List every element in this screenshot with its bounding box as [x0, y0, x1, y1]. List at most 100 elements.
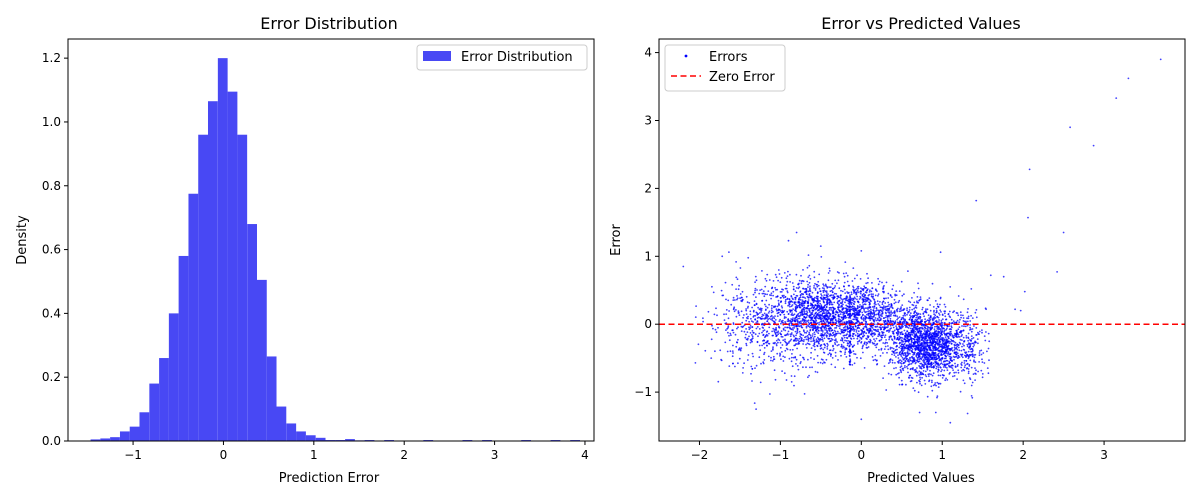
- scatter-point: [954, 366, 957, 368]
- scatter-point: [904, 338, 906, 341]
- scatter-point: [807, 305, 810, 307]
- scatter-point: [907, 353, 910, 356]
- scatter-point: [890, 327, 892, 330]
- scatter-point: [759, 289, 761, 291]
- scatter-point: [962, 317, 965, 319]
- scatter-point: [923, 326, 926, 329]
- scatter-point: [842, 303, 844, 306]
- scatter-point: [943, 345, 946, 348]
- scatter-point: [777, 269, 780, 271]
- histogram-bar: [256, 279, 267, 441]
- scatter-point: [987, 372, 990, 375]
- scatter-point: [889, 321, 892, 324]
- scatter-point: [862, 327, 865, 330]
- scatter-point: [934, 342, 937, 345]
- scatter-point: [903, 313, 906, 315]
- scatter-point: [947, 350, 949, 353]
- scatter-point: [763, 347, 766, 349]
- scatter-point: [770, 311, 773, 314]
- scatter-point: [906, 337, 908, 340]
- scatter-point: [872, 342, 875, 345]
- scatter-point: [797, 315, 800, 317]
- scatter-point: [896, 351, 898, 354]
- scatter-point: [971, 381, 974, 384]
- scatter-point: [901, 356, 904, 359]
- scatter-point: [852, 309, 855, 312]
- scatter-point: [987, 332, 990, 335]
- scatter-point: [949, 357, 952, 360]
- scatter-point: [853, 337, 855, 340]
- scatter-point: [919, 342, 921, 344]
- scatter-point: [977, 333, 980, 335]
- scatter-point: [814, 287, 817, 290]
- scatter-point: [749, 332, 752, 334]
- scatter-point: [772, 310, 774, 313]
- scatter-point: [918, 327, 921, 329]
- scatter-point: [794, 356, 797, 358]
- scatter-point: [827, 325, 829, 327]
- scatter-point: [875, 329, 877, 331]
- scatter-point: [794, 298, 797, 301]
- scatter-point: [851, 364, 854, 366]
- scatter-point: [755, 302, 758, 305]
- scatter-point: [885, 281, 888, 284]
- scatter-point: [794, 309, 797, 312]
- scatter-point: [806, 335, 809, 337]
- scatter-point: [889, 335, 892, 337]
- scatter-point: [884, 345, 887, 348]
- scatter-point: [841, 345, 843, 348]
- scatter-point: [745, 344, 748, 347]
- scatter-point: [848, 310, 851, 313]
- scatter-point: [932, 348, 934, 350]
- scatter-point: [936, 357, 938, 360]
- scatter-point: [892, 326, 895, 329]
- scatter-point: [792, 327, 794, 329]
- scatter-point: [849, 330, 852, 333]
- scatter-point: [925, 311, 928, 314]
- scatter-point: [919, 313, 922, 315]
- scatter-point: [967, 372, 970, 375]
- scatter-point: [900, 371, 903, 374]
- scatter-point: [919, 378, 922, 381]
- scatter-point: [971, 353, 974, 355]
- scatter-point: [808, 294, 811, 297]
- scatter-point: [947, 354, 949, 356]
- scatter-point: [893, 367, 895, 370]
- scatter-point: [866, 281, 869, 284]
- scatter-point: [895, 294, 898, 297]
- scatter-point: [736, 295, 738, 297]
- scatter-point: [877, 335, 879, 338]
- scatter-point: [921, 334, 924, 337]
- scatter-point: [948, 315, 951, 317]
- scatter-point: [757, 306, 759, 309]
- scatter-point: [862, 335, 864, 338]
- scatter-point: [895, 342, 898, 344]
- scatter-point: [842, 318, 845, 321]
- scatter-point: [949, 421, 952, 424]
- scatter-point: [772, 294, 774, 297]
- scatter-point: [798, 286, 801, 288]
- scatter-point: [793, 313, 796, 316]
- scatter-point: [743, 330, 746, 333]
- scatter-point: [870, 315, 873, 318]
- scatter-point: [754, 281, 756, 283]
- scatter-point: [763, 353, 765, 356]
- scatter-point: [816, 354, 819, 357]
- scatter-point: [810, 357, 812, 359]
- scatter-point: [898, 325, 901, 328]
- scatter-point: [835, 338, 837, 340]
- scatter-point: [928, 373, 931, 375]
- scatter-point: [867, 332, 870, 334]
- scatter-point: [712, 291, 715, 294]
- scatter-point: [878, 339, 881, 342]
- scatter-point: [882, 287, 885, 290]
- scatter-point: [962, 336, 965, 339]
- scatter-point: [738, 284, 740, 287]
- scatter-axes-frame: [658, 38, 1186, 442]
- scatter-point: [941, 374, 944, 376]
- scatter-point: [846, 280, 849, 283]
- scatter-point: [854, 288, 857, 291]
- scatter-point: [856, 318, 859, 321]
- scatter-point: [884, 316, 887, 319]
- scatter-point: [871, 332, 874, 335]
